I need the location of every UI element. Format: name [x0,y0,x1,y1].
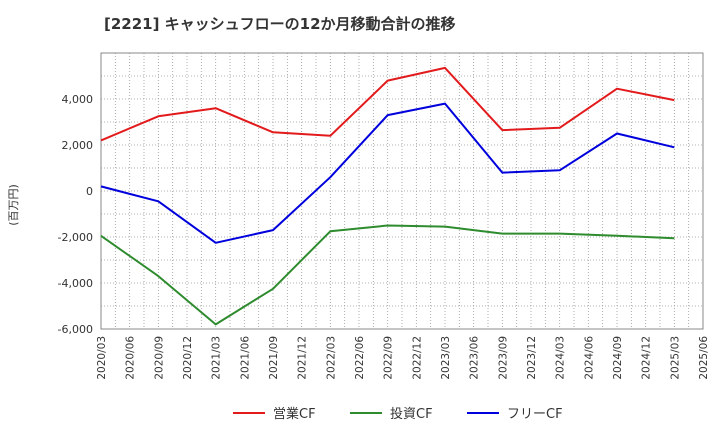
legend-label: 投資CF [390,406,433,422]
plot-frame [100,52,704,330]
x-axis-ticks: 2020/03 2020/06 2020/09 2020/12 2021/03 2021/… [96,336,710,380]
y-axis-label: (百万円) [7,184,20,226]
x-tick-label: 2023/09 [497,336,509,380]
grid [100,52,704,330]
x-tick-label: 2023/06 [469,336,481,380]
y-tick-label: 0 [86,185,93,198]
x-tick-label: 2022/06 [354,336,366,380]
x-tick-label: 2021/12 [297,336,309,380]
legend: 営業CF 投資CF フリーCF [233,406,563,422]
y-tick-label: -6,000 [58,323,93,336]
x-tick-label: 2024/12 [641,336,653,380]
x-tick-label: 2022/12 [411,336,423,380]
x-tick-label: 2020/12 [182,336,194,380]
x-tick-label: 2021/09 [268,336,280,380]
y-tick-label: -2,000 [58,231,93,244]
x-tick-label: 2024/03 [555,336,567,380]
x-tick-label: 2023/03 [440,336,452,380]
y-tick-label: -4,000 [58,277,93,290]
x-tick-label: 2024/06 [583,336,595,380]
y-axis-ticks: 4,000 2,000 0 -2,000 -4,000 -6,000 [58,93,93,336]
x-tick-label: 2025/06 [698,336,710,380]
x-tick-label: 2023/12 [526,336,538,380]
x-tick-label: 2020/06 [125,336,137,380]
x-tick-label: 2020/03 [96,336,108,380]
x-tick-label: 2021/03 [211,336,223,380]
chart-title: [2221] キャッシュフローの12か月移動合計の推移 [104,15,456,33]
x-tick-label: 2020/09 [153,336,165,380]
x-tick-label: 2025/03 [669,336,681,380]
x-tick-label: 2022/03 [325,336,337,380]
y-tick-label: 4,000 [62,93,94,106]
x-tick-label: 2021/06 [239,336,251,380]
x-tick-label: 2024/09 [612,336,624,380]
legend-label: 営業CF [273,406,316,422]
series-line-投資CF [100,224,675,326]
series-line-フリーCF [100,102,675,244]
legend-label: フリーCF [507,407,563,422]
series-lines [100,66,675,326]
y-tick-label: 2,000 [62,139,94,152]
series-line-営業CF [100,66,675,142]
x-tick-label: 2022/09 [383,336,395,380]
